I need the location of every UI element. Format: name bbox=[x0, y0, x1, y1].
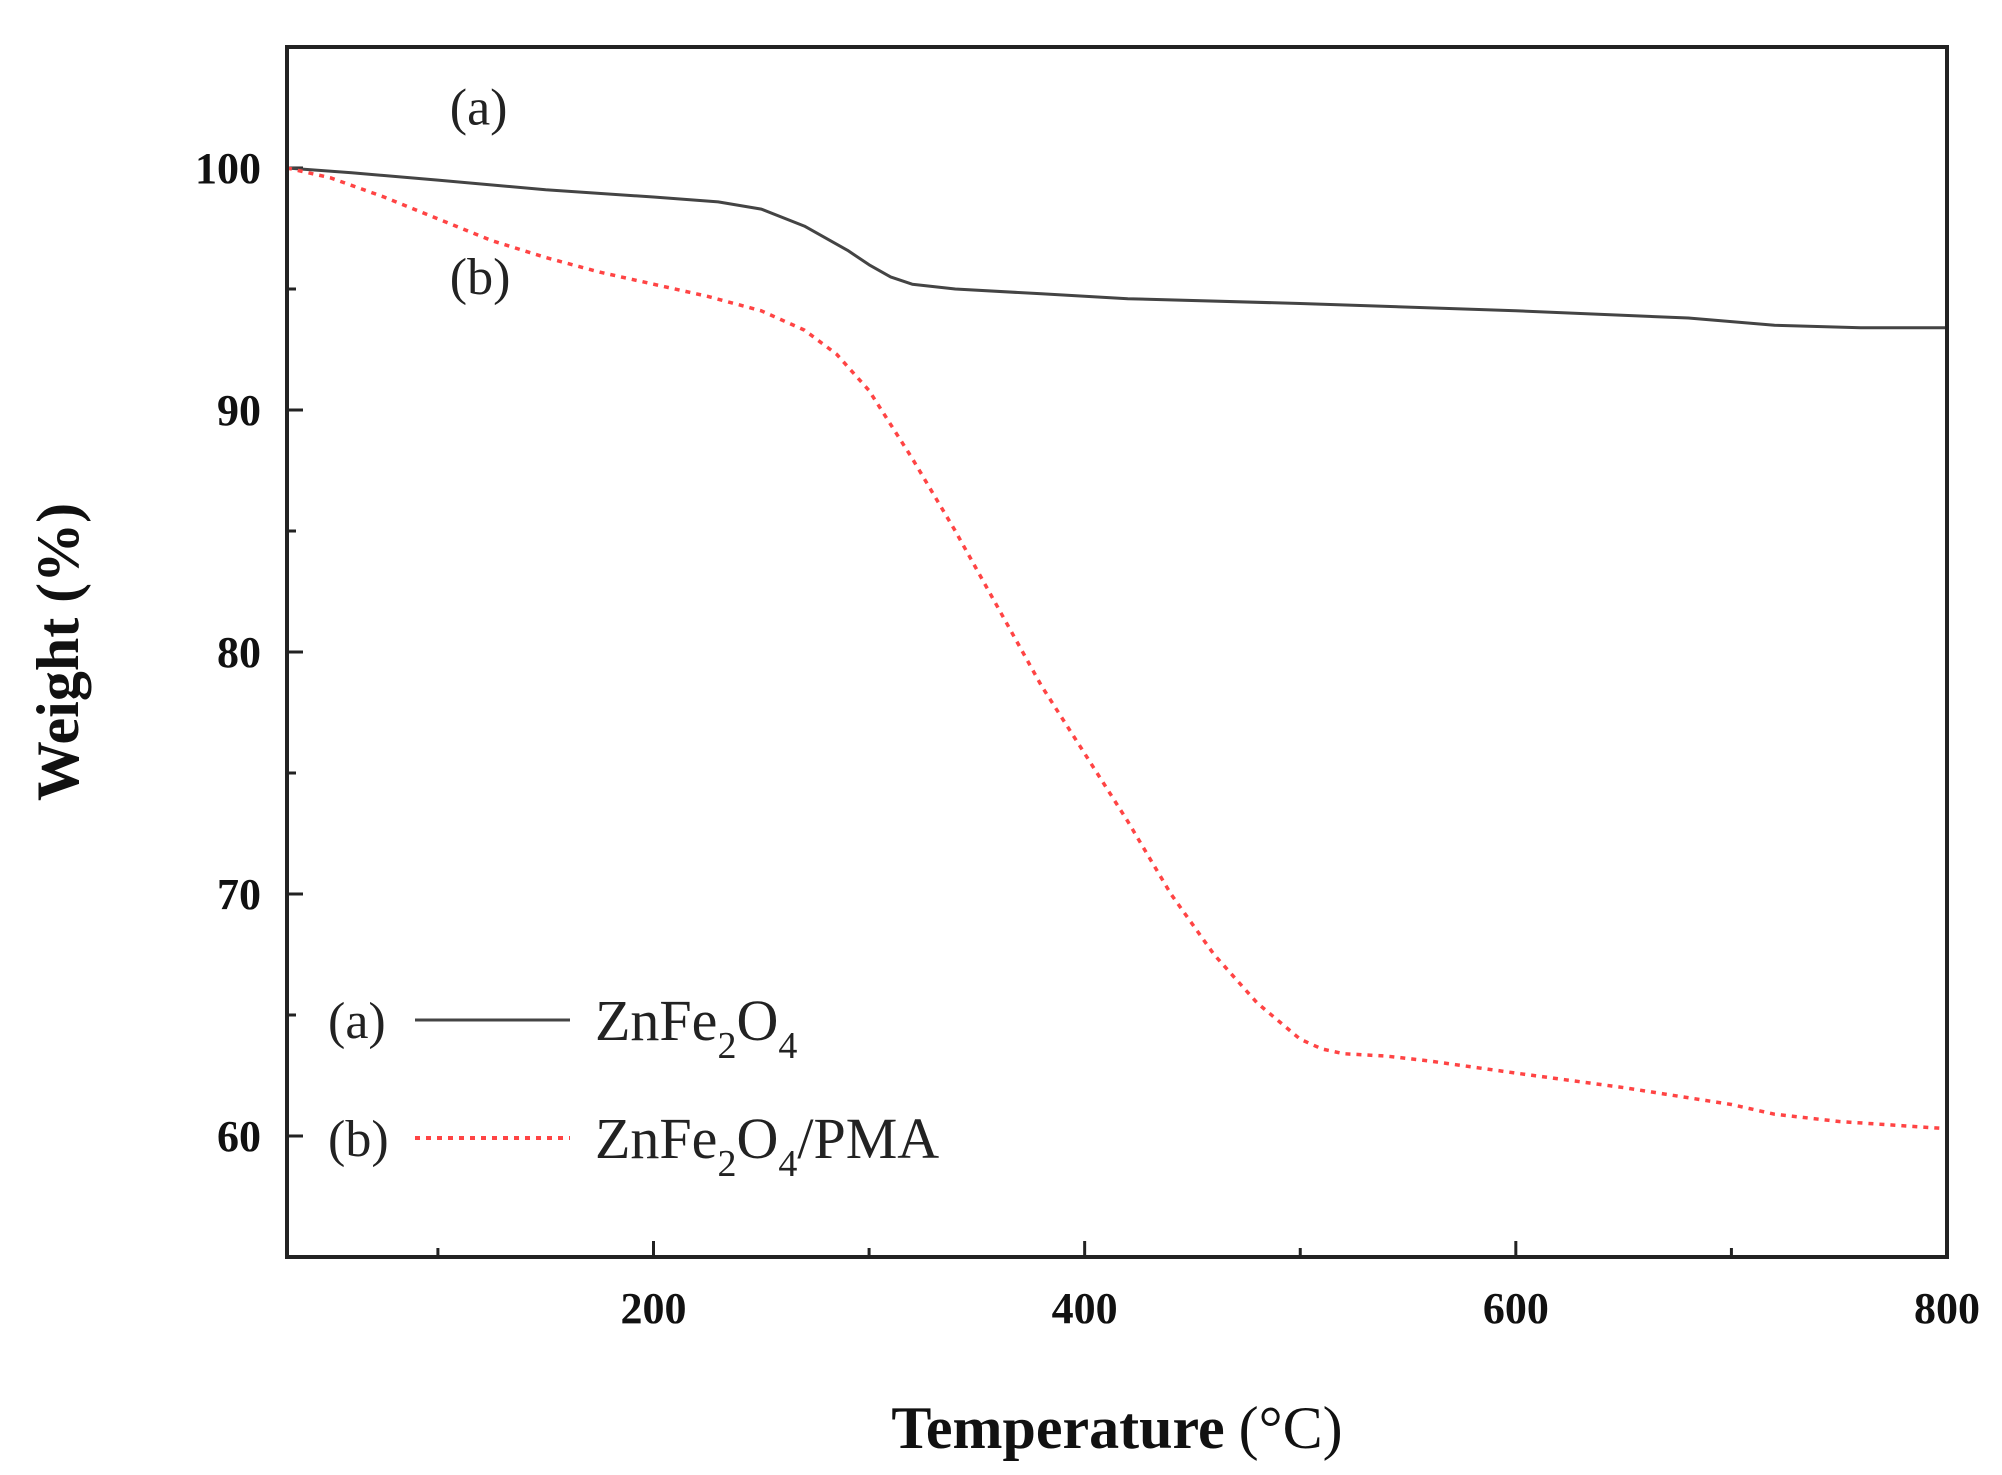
y-tick-label: 70 bbox=[217, 870, 261, 919]
legend-tag: (a) bbox=[328, 993, 386, 1050]
legend-tag: (b) bbox=[328, 1111, 389, 1168]
series-annotation-label: (b) bbox=[450, 249, 511, 306]
series-annotations: (a) (b) bbox=[450, 79, 511, 305]
legend-label: ZnFe2O4/PMA bbox=[595, 1106, 939, 1185]
x-axis-title-unit: (°C) bbox=[1239, 1395, 1343, 1461]
series-annotation-label: (a) bbox=[450, 79, 508, 136]
series-layer bbox=[286, 166, 1948, 1131]
y-axis-title: Weight (%) bbox=[25, 503, 91, 801]
legend-label: ZnFe2O4 bbox=[595, 988, 797, 1067]
x-tick-label: 200 bbox=[620, 1284, 686, 1333]
y-tick-label: 90 bbox=[217, 386, 261, 435]
series-line-znfe2o4-pma bbox=[286, 166, 1948, 1131]
x-axis-title-text: Temperature bbox=[891, 1395, 1224, 1461]
x-tick-label: 600 bbox=[1483, 1284, 1549, 1333]
plot-frame bbox=[285, 45, 1949, 1259]
series-line-znfe2o4 bbox=[286, 166, 1947, 330]
y-tick-label: 100 bbox=[195, 144, 261, 193]
x-tick-label: 400 bbox=[1052, 1284, 1118, 1333]
x-axis-title: Temperature (°C) bbox=[891, 1395, 1342, 1461]
legend: (a) ZnFe2O4 (b) ZnFe2O4/PMA bbox=[328, 988, 939, 1185]
y-tick-label: 80 bbox=[217, 628, 261, 677]
x-tick-label: 800 bbox=[1914, 1284, 1980, 1333]
axis-ticks: 200 400 600 800 60 70 80 90 100 bbox=[195, 144, 1980, 1333]
y-tick-label: 60 bbox=[217, 1112, 261, 1161]
